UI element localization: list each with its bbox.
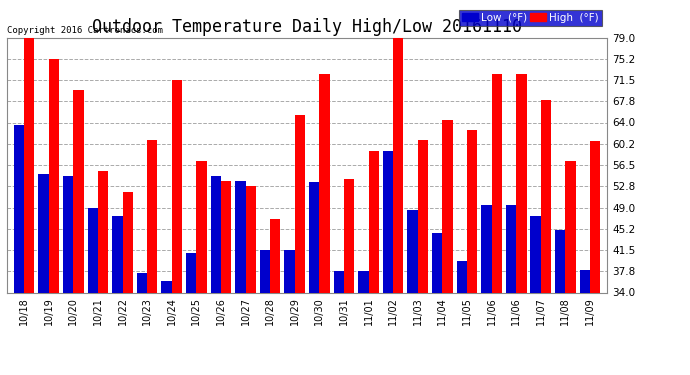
Bar [88,207,98,375]
Bar [186,253,197,375]
Bar [481,205,491,375]
Bar [393,38,404,375]
Bar [590,141,600,375]
Bar [221,182,231,375]
Bar [541,100,551,375]
Bar [39,174,49,375]
Bar [309,182,319,375]
Bar [49,59,59,375]
Bar [516,74,526,375]
Bar [246,186,256,375]
Bar [210,176,221,375]
Bar [14,125,24,375]
Bar [319,74,330,375]
Bar [112,216,123,375]
Bar [565,161,575,375]
Bar [295,115,305,375]
Bar [73,90,83,375]
Bar [147,140,157,375]
Bar [344,179,354,375]
Bar [417,140,428,375]
Bar [442,120,453,375]
Bar [123,192,133,375]
Bar [197,161,207,375]
Bar [555,230,565,375]
Bar [383,151,393,375]
Bar [172,80,182,375]
Bar [270,219,280,375]
Bar [161,281,172,375]
Bar [235,182,246,375]
Bar [580,270,590,375]
Text: Copyright 2016 Cartronics.com: Copyright 2016 Cartronics.com [7,26,163,35]
Bar [506,205,516,375]
Bar [137,273,147,375]
Bar [491,74,502,375]
Bar [284,250,295,375]
Bar [368,151,379,375]
Bar [467,130,477,375]
Bar [531,216,541,375]
Bar [24,38,34,375]
Bar [432,233,442,375]
Bar [334,271,344,375]
Bar [407,210,417,375]
Legend: Low  (°F), High  (°F): Low (°F), High (°F) [460,9,602,26]
Title: Outdoor Temperature Daily High/Low 20161110: Outdoor Temperature Daily High/Low 20161… [92,18,522,36]
Bar [98,171,108,375]
Bar [260,250,270,375]
Bar [358,271,368,375]
Bar [63,176,73,375]
Bar [457,261,467,375]
